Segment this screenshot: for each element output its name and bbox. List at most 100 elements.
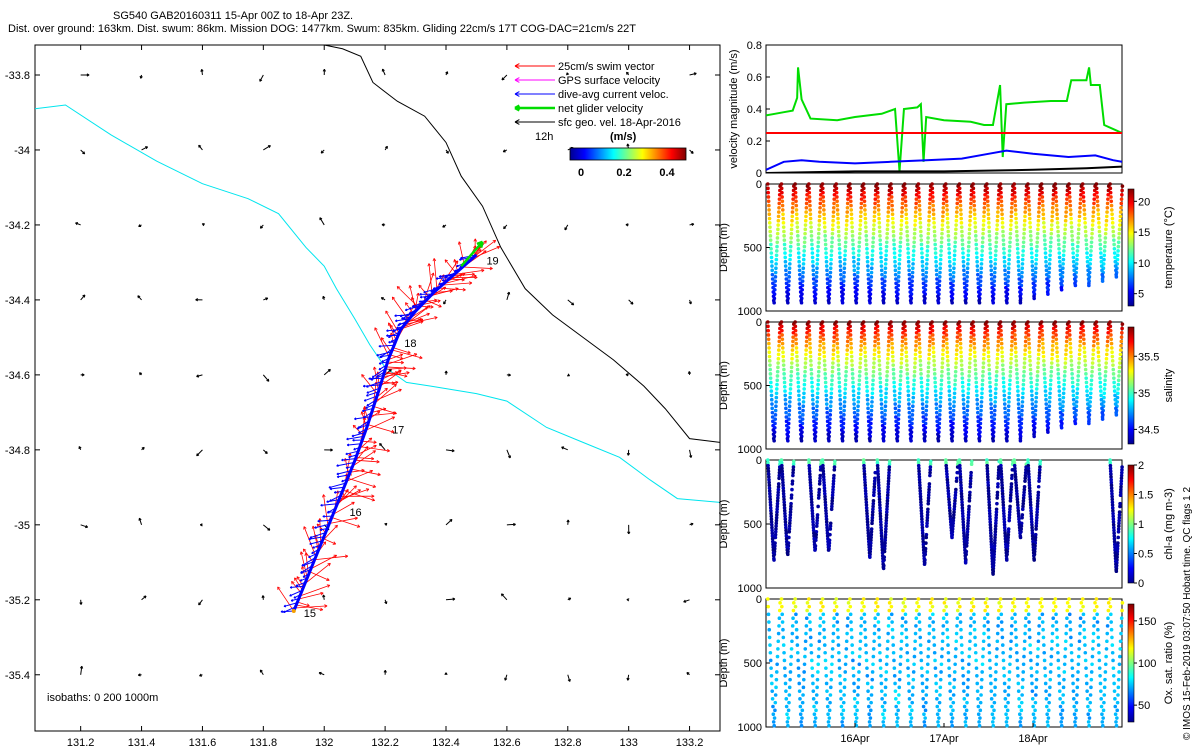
temperature-sample bbox=[879, 259, 884, 264]
salinity-sample bbox=[1084, 372, 1088, 376]
salinity-sample bbox=[911, 391, 916, 396]
salinity-sample bbox=[1013, 333, 1017, 337]
temperature-sample bbox=[854, 300, 859, 305]
salinity-sample bbox=[927, 356, 931, 361]
temperature-sample bbox=[935, 277, 939, 281]
temperature-sample bbox=[1001, 234, 1005, 238]
temperature-sample bbox=[1035, 240, 1040, 245]
swim-vector bbox=[384, 371, 408, 377]
salinity-sample bbox=[781, 363, 786, 367]
salinity-sample bbox=[910, 417, 914, 421]
temperature-sample bbox=[876, 195, 880, 199]
temperature-sample bbox=[1000, 225, 1005, 229]
temperature-sample bbox=[814, 270, 819, 275]
legend-arrow-0-head bbox=[514, 63, 520, 67]
salinity-sample bbox=[1071, 397, 1076, 402]
chl-a-sample bbox=[1002, 511, 1006, 516]
swim-vector-head bbox=[390, 332, 394, 336]
salinity-sample bbox=[816, 378, 821, 383]
chl-a-sample bbox=[784, 528, 788, 533]
salinity-sample bbox=[1014, 367, 1019, 372]
chl-a-sample bbox=[789, 501, 793, 506]
temperature-sample bbox=[877, 229, 882, 234]
temperature-sample bbox=[955, 205, 959, 210]
chl-a-sample bbox=[1026, 463, 1031, 468]
chl-a-sample bbox=[925, 518, 930, 523]
temperature-sample bbox=[813, 300, 818, 305]
map-panel: 131.2 131.4 131.6 131.8 132 132.2 132.4 132.6 13… bbox=[5, 44, 721, 749]
dac-vector bbox=[336, 461, 355, 467]
salinity-sample bbox=[1001, 376, 1006, 380]
dac-vector-head bbox=[299, 578, 302, 582]
chl-a-sample bbox=[922, 553, 926, 558]
salinity-sample bbox=[769, 393, 774, 398]
temperature-sample bbox=[1058, 259, 1062, 264]
temperature-sample bbox=[884, 244, 889, 249]
isobath-200m bbox=[35, 104, 720, 503]
temperature-sample bbox=[885, 227, 890, 232]
chl-a-sample bbox=[945, 475, 949, 479]
swim-vector-head bbox=[371, 456, 375, 460]
temperature-sample bbox=[846, 197, 850, 201]
salinity-sample bbox=[953, 374, 958, 378]
salinity-sample bbox=[1020, 395, 1025, 400]
salinity-sample bbox=[979, 395, 984, 400]
chl-a-sample bbox=[1034, 515, 1039, 520]
temperature-sample bbox=[893, 272, 898, 277]
temperature-sample bbox=[822, 216, 827, 221]
chl-a-sample bbox=[1013, 472, 1018, 476]
temperature-sample bbox=[773, 279, 778, 283]
salinity-sample bbox=[889, 324, 894, 329]
chl-a-sample bbox=[947, 506, 952, 510]
surface-current-vector-head bbox=[627, 143, 630, 147]
salinity-sample bbox=[958, 337, 963, 342]
swim-vector-head bbox=[322, 541, 326, 544]
temperature-sample bbox=[996, 210, 1000, 214]
salinity-sample bbox=[931, 346, 936, 350]
salinity-sample bbox=[1071, 389, 1075, 393]
salinity-sample bbox=[907, 406, 911, 411]
chl-a-sample bbox=[966, 524, 970, 528]
chl-a-sample bbox=[870, 515, 875, 520]
salinity-sample bbox=[844, 369, 848, 374]
chl-a-sample bbox=[863, 486, 868, 490]
salinity-sample bbox=[1024, 335, 1028, 339]
chl-a-sample bbox=[988, 514, 992, 519]
salinity-sample bbox=[955, 330, 960, 335]
temperature-sample bbox=[965, 270, 970, 275]
salinity-sample bbox=[1109, 333, 1113, 337]
salinity-sample bbox=[946, 376, 951, 380]
salinity-sample bbox=[962, 406, 966, 411]
chl-a-sample bbox=[782, 506, 787, 510]
salinity-sample bbox=[1091, 348, 1096, 352]
salinity-sample bbox=[891, 367, 896, 372]
temperature-sample bbox=[825, 277, 830, 281]
salinity-sample bbox=[932, 367, 937, 372]
temperature-sample bbox=[797, 272, 802, 277]
temperature-sample bbox=[1077, 223, 1081, 227]
temperature-sample bbox=[1114, 275, 1119, 279]
chl-a-sample bbox=[1022, 487, 1027, 492]
temperature-sample bbox=[922, 300, 927, 305]
swim-vector-head bbox=[345, 489, 349, 492]
salinity-sample bbox=[946, 367, 951, 372]
chl-a-sample bbox=[788, 518, 792, 523]
salinity-sample bbox=[981, 365, 986, 370]
temperature-sample bbox=[946, 225, 950, 229]
salinity-sample bbox=[1074, 400, 1079, 404]
temperature-sample bbox=[848, 186, 852, 191]
temperature-sample bbox=[863, 221, 868, 225]
temperature-sample bbox=[924, 279, 928, 283]
salinity-sample bbox=[980, 387, 984, 391]
legend-arrow-2-head bbox=[514, 93, 520, 97]
swim-vector-head bbox=[408, 285, 411, 289]
salinity-sample bbox=[884, 395, 888, 400]
temperature-sample bbox=[993, 262, 998, 266]
salinity-sample bbox=[830, 369, 835, 374]
chl-a-sample bbox=[772, 558, 776, 562]
salinity-sample bbox=[952, 391, 957, 396]
chl-a-sample bbox=[1119, 473, 1124, 478]
swim-vector-head bbox=[409, 285, 413, 288]
salinity-sample bbox=[837, 376, 841, 380]
temperature-sample bbox=[985, 199, 990, 204]
